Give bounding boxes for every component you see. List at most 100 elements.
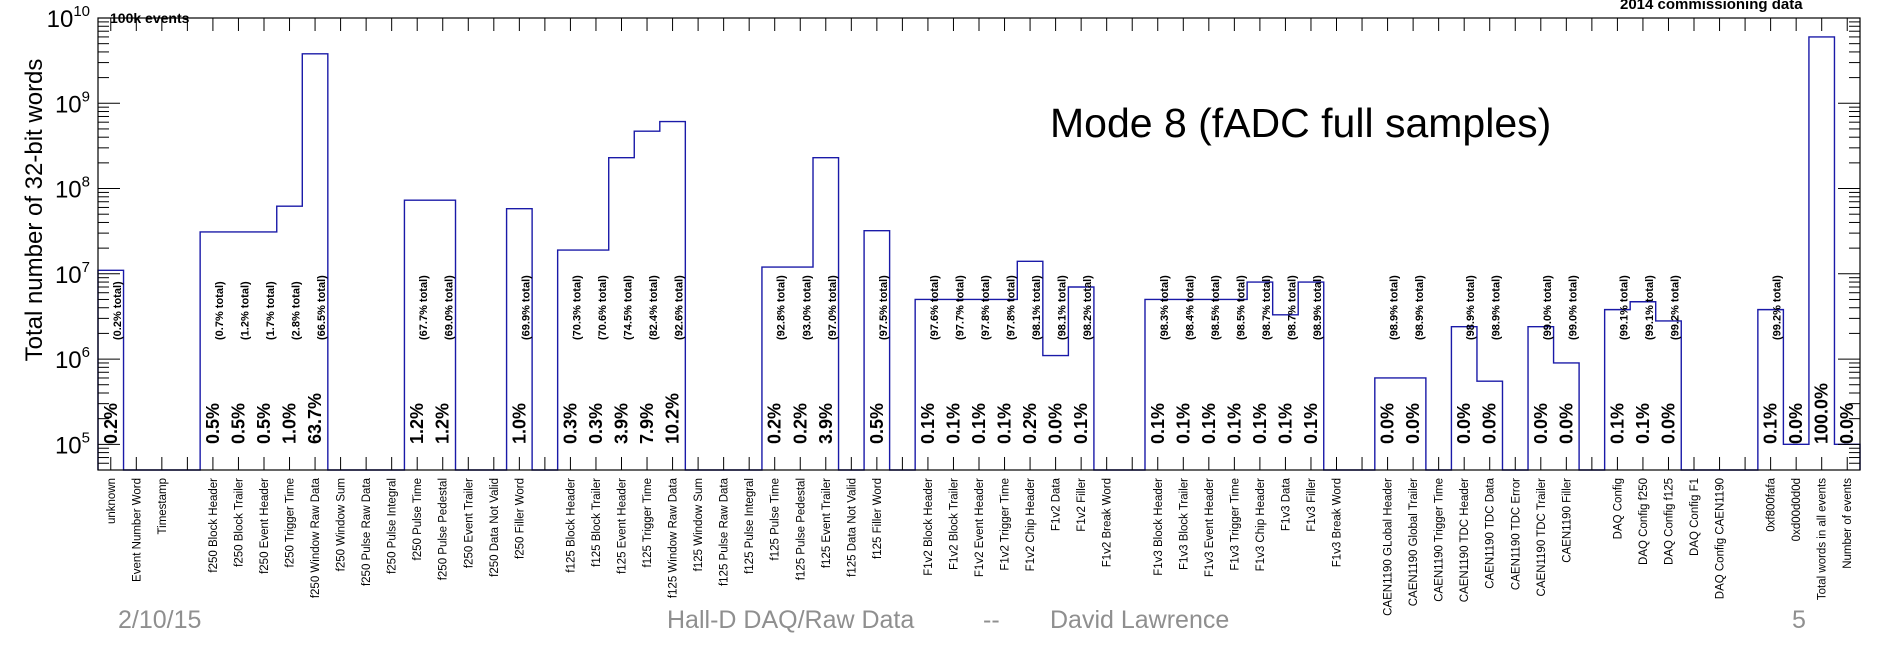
x-tick-label-14: f250 Event Trailer [463, 478, 475, 568]
x-tick-label-48: F1v3 Break Word [1332, 478, 1344, 567]
bin-percent-20: 3.9% [611, 403, 631, 444]
x-tick-label-25: f125 Pulse Integral [744, 478, 756, 574]
bin-cumulative-22: (92.6% total) [674, 275, 686, 340]
bin-cumulative-45: (98.7% total) [1261, 275, 1273, 340]
x-tick-label-4: f250 Block Header [208, 478, 220, 573]
x-tick-label-43: F1v3 Event Header [1204, 478, 1216, 577]
bin-cumulative-26: (92.8% total) [776, 275, 788, 340]
bin-cumulative-35: (97.8% total) [1006, 275, 1018, 340]
bin-cumulative-27: (93.0% total) [801, 275, 813, 340]
x-tick-label-39: F1v2 Break Word [1102, 478, 1114, 567]
bin-cumulative-18: (70.3% total) [571, 275, 583, 340]
footer-date: 2/10/15 [118, 606, 202, 634]
bin-cumulative-28: (97.0% total) [827, 275, 839, 340]
bin-percent-66: 0.0% [1786, 403, 1806, 444]
x-tick-label-65: 0xf800fafa [1766, 477, 1778, 531]
bin-percent-22: 10.2% [663, 393, 683, 444]
x-tick-label-56: CAEN1190 TDC Trailer [1536, 478, 1548, 597]
bar-61 [1656, 321, 1682, 470]
x-tick-label-7: f250 Trigger Time [285, 478, 297, 567]
bin-percent-47: 0.1% [1301, 403, 1321, 444]
labels-layer: 0.2% (0.2% total) unknown Event Number Word… [47, 3, 1858, 616]
x-tick-label-68: Number of events [1842, 478, 1854, 569]
x-tick-label-54: CAEN1190 TDC Data [1485, 477, 1497, 588]
bin-cumulative-61: (99.2% total) [1669, 275, 1681, 340]
frame-layer [97, 17, 1861, 471]
x-tick-label-28: f125 Event Trailer [821, 478, 833, 568]
x-tick-label-36: F1v2 Chip Header [1025, 478, 1037, 571]
bin-cumulative-32: (97.6% total) [929, 275, 941, 340]
bin-percent-13: 1.2% [433, 403, 453, 444]
bin-cumulative-33: (97.7% total) [954, 275, 966, 340]
footer-author: David Lawrence [1050, 606, 1230, 634]
bin-cumulative-19: (70.6% total) [597, 275, 609, 340]
x-tick-label-62: DAQ Config F1 [1689, 478, 1701, 556]
x-tick-label-45: F1v3 Chip Header [1255, 478, 1267, 571]
bin-cumulative-38: (98.2% total) [1082, 275, 1094, 340]
y-tick-label-3: 108 [55, 174, 90, 204]
bin-percent-8: 63.7% [305, 393, 325, 444]
bin-percent-50: 0.0% [1378, 403, 1398, 444]
bin-percent-38: 0.1% [1071, 403, 1091, 444]
x-tick-label-23: f125 Window Sum [693, 478, 705, 571]
bin-percent-26: 0.2% [765, 403, 785, 444]
x-tick-label-13: f250 Pulse Pedestal [438, 478, 450, 580]
x-tick-label-26: f125 Pulse Time [770, 478, 782, 560]
x-tick-label-18: f125 Block Header [565, 478, 577, 573]
bin-percent-45: 0.1% [1250, 403, 1270, 444]
bin-percent-43: 0.1% [1199, 403, 1219, 444]
x-tick-label-16: f250 Filler Word [514, 478, 526, 559]
bin-cumulative-34: (97.8% total) [980, 275, 992, 340]
bin-cumulative-47: (98.9% total) [1312, 275, 1324, 340]
bin-cumulative-65: (99.2% total) [1772, 275, 1784, 340]
x-tick-label-10: f250 Pulse Raw Data [361, 477, 373, 586]
bin-cumulative-0: (0.2% total) [112, 281, 124, 340]
chart-subtitle: 2014 commissioning data [1620, 0, 1803, 13]
bin-cumulative-7: (2.8% total) [291, 281, 303, 340]
bin-cumulative-43: (98.5% total) [1210, 275, 1222, 340]
bin-percent-46: 0.1% [1275, 403, 1295, 444]
x-tick-label-35: F1v2 Trigger Time [1000, 478, 1012, 571]
x-tick-label-67: Total words in all events [1817, 478, 1829, 600]
bin-percent-6: 0.5% [254, 403, 274, 444]
y-tick-label-2: 107 [55, 259, 90, 289]
bin-percent-51: 0.0% [1403, 403, 1423, 444]
x-tick-label-51: CAEN1190 Global Trailer [1408, 478, 1420, 606]
bin-percent-67: 100.0% [1812, 383, 1832, 444]
y-tick-label-4: 109 [55, 88, 90, 118]
x-tick-label-20: f125 Event Header [616, 478, 628, 574]
bin-cumulative-16: (69.9% total) [520, 275, 532, 340]
bin-cumulative-30: (97.5% total) [878, 275, 890, 340]
x-tick-label-66: 0xd00d0d0d [1791, 478, 1803, 541]
bin-percent-4: 0.5% [203, 403, 223, 444]
x-tick-label-2: Timestamp [157, 478, 169, 534]
x-tick-label-32: F1v2 Block Header [923, 478, 935, 576]
y-tick-label-1: 106 [55, 344, 90, 374]
bin-cumulative-37: (98.1% total) [1057, 275, 1069, 340]
bin-percent-42: 0.1% [1173, 403, 1193, 444]
x-tick-label-21: f125 Trigger Time [642, 478, 654, 567]
bin-cumulative-50: (98.9% total) [1389, 275, 1401, 340]
bin-percent-54: 0.0% [1480, 403, 1500, 444]
x-tick-label-12: f250 Pulse Time [412, 478, 424, 560]
x-tick-label-50: CAEN1190 GLobal Header [1383, 478, 1395, 616]
x-tick-label-46: F1v3 Data [1280, 477, 1292, 531]
bin-percent-60: 0.1% [1633, 403, 1653, 444]
x-tick-label-0: unknown [106, 478, 118, 524]
x-tick-label-42: F1v3 Block Trailer [1178, 478, 1190, 570]
bin-percent-33: 0.1% [943, 403, 963, 444]
bin-cumulative-57: (99.0% total) [1567, 275, 1579, 340]
footer-separator: -- [983, 606, 1000, 634]
bin-percent-53: 0.0% [1454, 403, 1474, 444]
x-tick-label-34: F1v2 Event Header [974, 478, 986, 577]
footer-title: Hall-D DAQ/Raw Data [667, 606, 915, 634]
x-tick-label-19: f125 Block Trailer [591, 478, 603, 567]
x-tick-label-55: CAEN1190 TDC Error [1510, 478, 1522, 590]
bin-percent-61: 0.0% [1658, 403, 1678, 444]
x-tick-label-15: f250 Data Not Valid [489, 478, 501, 577]
bin-cumulative-54: (98.9% total) [1491, 275, 1503, 340]
bin-percent-59: 0.1% [1607, 403, 1627, 444]
bin-cumulative-12: (67.7% total) [418, 275, 430, 340]
bin-percent-28: 3.9% [816, 403, 836, 444]
